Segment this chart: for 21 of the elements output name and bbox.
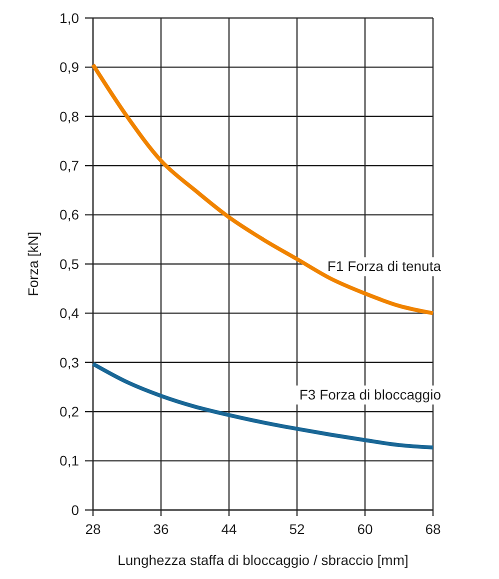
y-tick-label: 0,9 [60, 59, 80, 76]
x-tick-label: 44 [221, 521, 237, 537]
y-tick-label: 0,4 [60, 305, 80, 322]
y-tick-label: 0,3 [60, 354, 80, 370]
x-tick-label: 60 [357, 521, 373, 537]
series-label: F3 Forza di bloccaggio [299, 386, 442, 403]
y-tick-label: 0,1 [60, 452, 80, 469]
x-axis-title: Lunghezza staffa di bloccaggio / sbraccio [mm] [118, 552, 408, 568]
series-label: F1 Forza di tenuta [327, 258, 442, 274]
x-tick-label: 68 [425, 521, 441, 537]
y-tick-label: 0 [71, 502, 80, 518]
y-tick-label: 1,0 [60, 10, 80, 26]
x-tick-label: 28 [85, 521, 101, 537]
x-tick-label: 52 [289, 521, 305, 537]
y-axis-title: Forza [kN] [25, 232, 41, 296]
y-tick-label: 0,2 [60, 404, 80, 420]
y-tick-label: 0,5 [60, 256, 80, 272]
y-tick-label: 0,8 [60, 108, 80, 124]
y-tick-label: 0,6 [60, 206, 80, 223]
y-tick-label: 0,7 [60, 158, 80, 174]
x-tick-label: 36 [153, 521, 169, 537]
